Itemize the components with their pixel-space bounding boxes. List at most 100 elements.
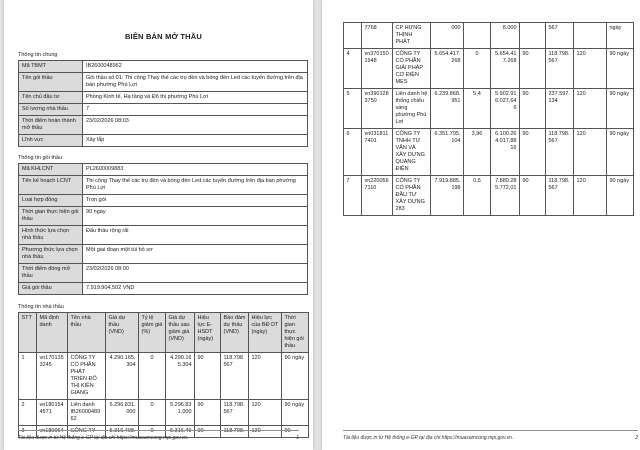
table-cell: 120 xyxy=(573,175,607,216)
table-cell: 5.654.417.268 xyxy=(490,48,520,89)
table-cell xyxy=(463,22,491,49)
table-row: 7768 CP HƯNG THỊNH PHÁT 000 8.000 567 ngày xyxy=(343,22,634,49)
table-cell: 118.798.567 xyxy=(545,175,574,216)
field-label: Giá gói thầu xyxy=(18,282,83,295)
table-cell: 5.296.831.000 xyxy=(165,399,195,426)
table-row: Tên chủ đầu tư Phòng Kinh tế, Hạ tầng và … xyxy=(18,91,308,104)
column-header: Thời gian thực hiện gói thầu xyxy=(281,312,309,353)
field-label: Thời điểm đóng mở thầu xyxy=(18,263,83,283)
field-value: 7.919.904.502 VND xyxy=(82,282,308,295)
column-header: Bảo đảm dự thầu (VND) xyxy=(220,312,249,353)
table-cell xyxy=(343,22,362,49)
field-value: 90 ngày xyxy=(82,206,308,226)
page-2-footer: Tài liệu được in từ Hệ thống e-GP tại đị… xyxy=(343,430,638,441)
table-row: Thời gian thực hiện gói thầu 90 ngày xyxy=(18,206,308,226)
table-cell: 120 xyxy=(573,48,607,89)
table-cell: 000 xyxy=(430,22,464,49)
table-cell: 7 xyxy=(343,175,362,216)
table-cell: 120 xyxy=(573,88,607,129)
table-cell: 1 xyxy=(18,352,37,400)
table-cell: 5.316.498. xyxy=(105,425,139,438)
table-row: Mã KHLCNT PL2600009883 xyxy=(18,163,308,176)
section-heading-general-info: Thông tin chung xyxy=(18,52,58,58)
column-header: Hiệu lực E-HSDT (ngày) xyxy=(194,312,221,353)
table-cell: 120 xyxy=(573,128,607,176)
table-cell: 5,4 xyxy=(463,88,491,129)
table-cell: 5.316.49 xyxy=(165,425,195,438)
table-cell: 118.798.567 xyxy=(220,352,249,400)
field-value: Phòng Kinh tế, Hạ tầng và Đô thị phường … xyxy=(82,91,308,104)
table-row: 6 vn0318117401 CÔNG TY TNHH TƯ VẤN VÀ XÂY … xyxy=(343,128,634,176)
table-cell: 237.597.134 xyxy=(545,88,574,129)
table-row: Tên kế hoạch LCNT Thi công Thay thế các t… xyxy=(18,175,308,195)
column-header: Tên nhà thầu xyxy=(67,312,106,353)
field-label: Hình thức lựa chọn nhà thầu xyxy=(18,225,83,245)
table-row: Giá gói thầu 7.919.904.502 VND xyxy=(18,282,308,295)
table-cell: 90 xyxy=(519,88,546,129)
page-2-content: 7768 CP HƯNG THỊNH PHÁT 000 8.000 567 ngày 4 vn… xyxy=(322,22,640,216)
field-value: Đấu thầu rộng rãi xyxy=(82,225,308,245)
field-label: Tên chủ đầu tư xyxy=(18,91,83,104)
table-cell: 118.798.567 xyxy=(545,48,574,89)
table-cell: 5.296.831.000 xyxy=(105,399,139,426)
table-cell: 6.351.795.104 xyxy=(430,128,464,176)
table-cell: CP HƯNG THỊNH PHÁT xyxy=(392,22,431,49)
field-label: Thời gian thực hiện gói thầu xyxy=(18,206,83,226)
table-cell: 7768 xyxy=(361,22,393,49)
field-value: Một giai đoạn một túi hồ sơ xyxy=(82,244,308,264)
table-row: Phương thức lựa chọn nhà thầu Một giai đo… xyxy=(18,244,308,264)
table-cell: 5 xyxy=(343,88,362,129)
field-label: Mã TBMT xyxy=(18,60,83,73)
table-cell: vn0318117401 xyxy=(361,128,393,176)
field-label: Tên kế hoạch LCNT xyxy=(18,175,83,195)
field-label: Tên gói thầu xyxy=(18,72,83,92)
table-row: Mã TBMT IB2600048962 xyxy=(18,60,308,73)
table-cell: 5.654.417.268 xyxy=(430,48,464,89)
table-cell: 4.290.165.304 xyxy=(105,352,139,400)
table-cell: 0 xyxy=(138,352,166,400)
table-cell: 90 ngày xyxy=(606,88,634,129)
footer-source-text: Tài liệu được in từ Hệ thống e-GP tại đị… xyxy=(18,435,189,441)
table-cell: 0 xyxy=(138,399,166,426)
field-value: Trọn gói xyxy=(82,194,308,207)
section-heading-bidders: Thông tin nhà thầu xyxy=(18,304,64,310)
table-cell: 90 xyxy=(194,425,221,438)
table-cell: vn2200567110 xyxy=(361,175,393,216)
column-header: Giá dự thầu sau giảm giá (VND) xyxy=(165,312,195,353)
field-value: PL2600009883 xyxy=(82,163,308,176)
table-cell: 6.239.868.951 xyxy=(430,88,464,129)
table-cell: 5.902.916.027,646 xyxy=(490,88,520,129)
page-number: 2 xyxy=(635,435,638,441)
field-label: Mã KHLCNT xyxy=(18,163,83,176)
document-title: BIÊN BẢN MỞ THẦU xyxy=(124,32,203,41)
table-cell xyxy=(519,22,546,49)
table-row: Thời điểm hoàn thành mở thầu 23/02/2026 0… xyxy=(18,115,308,135)
table-cell: 90 ngày xyxy=(281,352,309,400)
document-page-2: 7768 CP HƯNG THỊNH PHÁT 000 8.000 567 ngày 4 vn… xyxy=(322,0,640,450)
field-value: 7 xyxy=(82,103,308,116)
table-cell: 90 xyxy=(194,399,221,426)
table-cell: 8.000 xyxy=(490,22,520,49)
table-cell: 90 ngày xyxy=(281,399,309,426)
table-row: 7 vn2200567110 CÔNG TY CỔ PHẦN ĐẦU TƯ XÂY … xyxy=(343,175,634,216)
table-cell: 2 xyxy=(18,399,37,426)
table-row: 3 vn180064 CÔNG TY 5.316.498. 0 5.316.49 90 118… xyxy=(18,425,309,438)
table-cell: 6 xyxy=(343,128,362,176)
table-cell: 90 xyxy=(519,128,546,176)
table-cell: vn180064 xyxy=(36,425,68,438)
table-row: 1 vn1701353245 CÔNG TY CỔ PHẦN PHÁT TRIỂN … xyxy=(18,352,309,400)
bidders-table-page-2: 7768 CP HƯNG THỊNH PHÁT 000 8.000 567 ngày 4 vn… xyxy=(343,22,634,216)
table-cell: 4.290.165.304 xyxy=(165,352,195,400)
page-1-content: BIÊN BẢN MỞ THẦU Thông tin chung Mã TBMT… xyxy=(4,32,313,438)
table-cell: 90 ngày xyxy=(606,128,634,176)
table-cell: 90 xyxy=(519,48,546,89)
table-cell: 90 ngày xyxy=(606,48,634,89)
table-cell: Liên danh hệ thống chiếu sáng phường Phú… xyxy=(392,88,431,129)
table-cell: 90 ngày xyxy=(606,175,634,216)
table-cell xyxy=(573,22,607,49)
table-cell: Liên danh IB2600048962 xyxy=(67,399,106,426)
table-row: Số lượng nhà thầu 7 xyxy=(18,103,308,116)
bidders-table-page-1: STT Mã định danh Tên nhà thầu Giá dự thầu (… xyxy=(18,312,309,438)
table-cell: CÔNG TY CỔ PHẦN PHÁT TRIỂN ĐÔ THỊ KIÊN G… xyxy=(67,352,106,400)
table-cell: CÔNG TY TNHH TƯ VẤN VÀ XÂY DỰNG QUANG ĐI… xyxy=(392,128,431,176)
